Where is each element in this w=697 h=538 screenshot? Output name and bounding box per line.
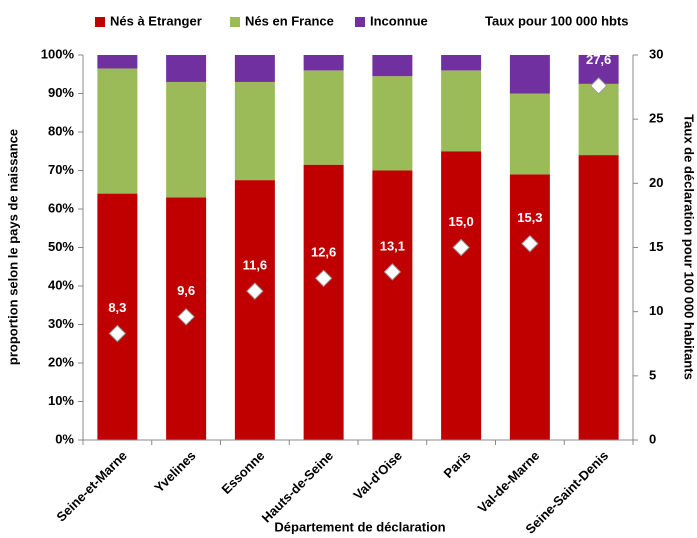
bar-segment [372,170,413,440]
y-tick-label: 80% [48,123,74,138]
data-label: 8,3 [108,300,126,315]
y-tick-label: 0% [55,431,74,446]
y-tick-label: 30% [48,316,74,331]
legend-swatch [230,17,240,27]
y2-tick-label: 5 [649,367,656,382]
rate-marker [452,238,470,257]
y-tick-label: 20% [48,354,74,369]
y-axis-title: proportion selon le pays de naissance [5,129,20,365]
bar-segment [578,83,619,156]
y-tick-label: 40% [48,277,74,292]
legend-label: Taux pour 100 000 hbts [485,13,629,28]
bar-segment [303,164,344,440]
bar-segment [372,76,413,171]
rate-marker [314,269,333,288]
bar-segment [509,93,550,175]
y2-tick-label: 0 [649,431,656,446]
data-label: 15,0 [448,214,473,229]
bar-segment [97,55,138,69]
bar-segment [166,55,207,82]
x-tick-label: Essonne [219,448,268,497]
y2-tick-label: 25 [649,111,663,126]
bar-segment [441,151,482,440]
y-tick-label: 50% [48,239,74,254]
bar-segment [441,55,482,71]
bar-segment [234,81,275,181]
rate-marker [383,263,402,281]
y2-tick-label: 10 [649,303,663,318]
y-tick-label: 90% [48,85,74,100]
rate-marker [521,234,539,253]
legend-swatch [95,17,105,27]
data-label: 13,1 [380,238,405,253]
y2-axis-title: Taux de déclaration pour 100 000 habitan… [682,114,697,380]
legend-label: Inconnue [370,13,428,28]
bar-segment [441,70,482,152]
y2-tick-label: 30 [649,46,663,61]
x-tick-label: Yvelines [151,448,198,495]
data-label: 12,6 [311,245,336,260]
bar-segment [97,68,138,194]
bar-segment [234,55,275,82]
bar-segment [166,81,207,198]
x-tick-label: Val-de-Marne [475,448,543,516]
x-tick-label: Hauts-de-Seine [259,448,337,526]
x-tick-label: Paris [441,448,474,481]
x-tick-label: Val-d'Oise [350,448,405,503]
bar-segment [97,193,138,440]
y-tick-label: 100% [41,46,75,61]
data-label: 11,6 [243,258,268,273]
legend-label: Nés en France [245,13,334,28]
bar-segment [303,70,344,165]
data-label: 27,6 [586,52,611,67]
data-label: 15,3 [517,210,542,225]
y-tick-label: 70% [48,162,74,177]
rate-marker [177,308,195,326]
y-tick-label: 60% [48,200,74,215]
x-axis-title: Département de déclaration [274,519,445,534]
legend-label: Nés à Etranger [110,13,202,28]
legend-marker [470,17,480,27]
rate-marker [108,324,127,343]
y2-tick-label: 20 [649,175,663,190]
rate-marker [589,77,608,95]
rate-marker [246,282,264,300]
y2-tick-label: 15 [649,239,663,254]
bar-segment [234,180,275,440]
bar-segment [303,55,344,71]
x-tick-label: Seine-et-Marne [53,448,130,525]
bar-segment [509,174,550,440]
y-tick-label: 10% [48,393,74,408]
legend-swatch [355,17,365,27]
data-label: 9,6 [177,283,195,298]
bar-segment [509,55,550,94]
bar-segment [578,155,619,440]
bar-segment [372,55,413,77]
